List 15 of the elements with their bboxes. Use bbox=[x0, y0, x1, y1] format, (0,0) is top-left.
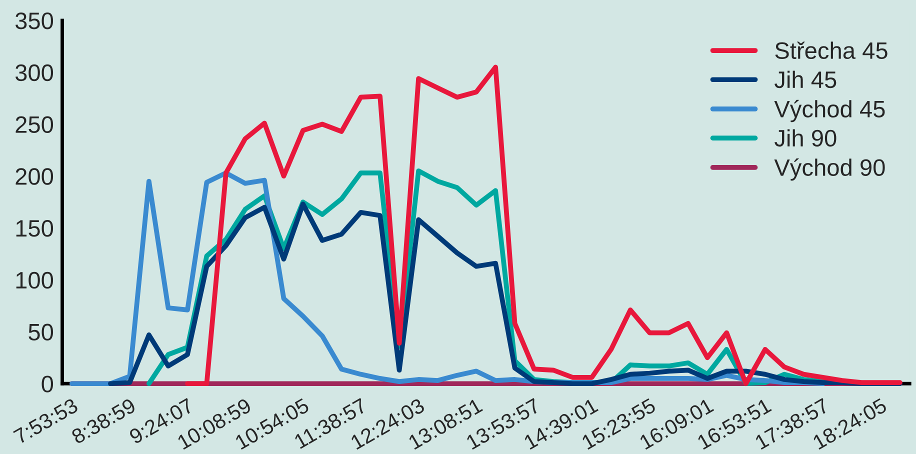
y-tick-label: 100 bbox=[16, 272, 54, 289]
legend-label: Východ 90 bbox=[774, 158, 885, 181]
y-tick-label: 300 bbox=[15, 64, 54, 82]
legend-label: Východ 45 bbox=[774, 100, 885, 122]
line-series bbox=[185, 64, 902, 386]
line-series bbox=[108, 202, 902, 386]
y-tick-label: 50 bbox=[28, 324, 54, 341]
y-tick-label: 150 bbox=[16, 220, 54, 237]
legend-label: Střecha 45 bbox=[775, 42, 888, 60]
legend-label: Jih 90 bbox=[774, 129, 836, 147]
y-tick-label: 0 bbox=[42, 376, 54, 392]
y-tick-label: 350 bbox=[15, 12, 54, 30]
legend-label: Jih 45 bbox=[774, 70, 836, 88]
y-tick-label: 200 bbox=[16, 168, 54, 185]
y-tick-label: 250 bbox=[16, 116, 54, 133]
